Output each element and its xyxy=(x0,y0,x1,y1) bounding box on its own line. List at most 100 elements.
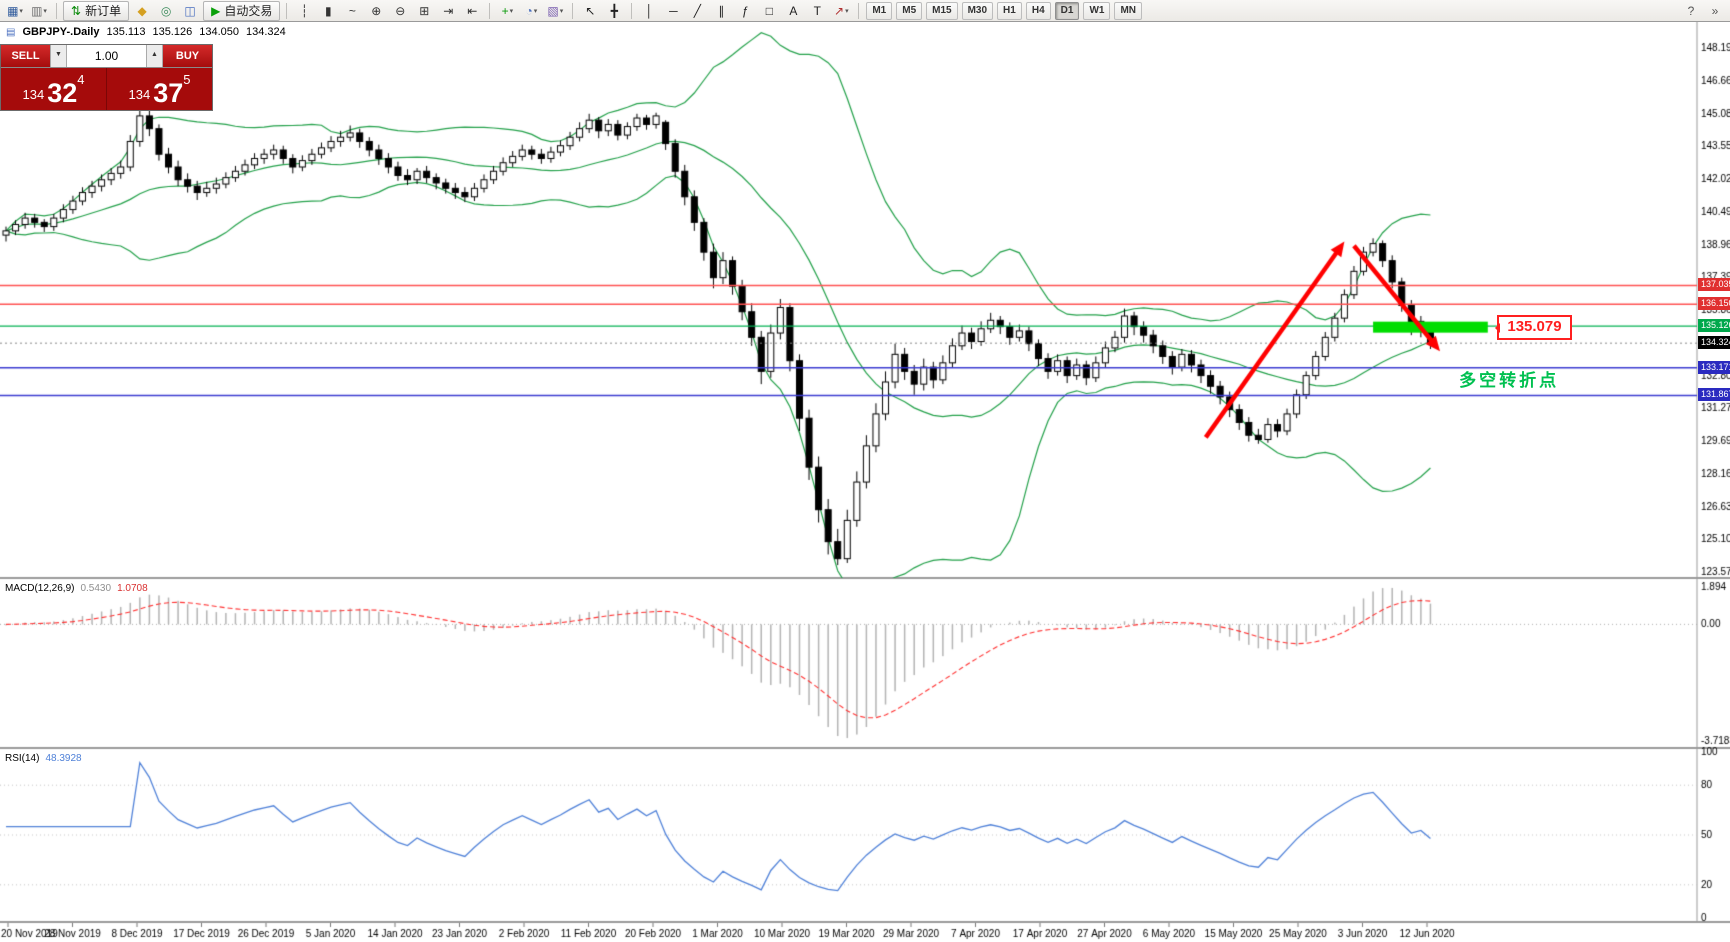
chart-shift-icon[interactable]: ⇤ xyxy=(461,1,483,21)
rsi-name: RSI(14) xyxy=(5,753,40,764)
chart-title-icon: ▤ xyxy=(6,26,16,38)
candlestick-chart-icon[interactable]: ▮ xyxy=(317,1,339,21)
quote-close: 134.324 xyxy=(245,26,286,38)
dropdown-caret-icon: ▾ xyxy=(43,7,47,15)
template-icon[interactable]: ▧ ▾ xyxy=(544,1,566,21)
quote-high: 135.126 xyxy=(152,26,193,38)
macd-name: MACD(12,26,9) xyxy=(5,583,75,594)
line-chart-icon[interactable]: ~ xyxy=(341,1,363,21)
bar-chart-icon[interactable]: ┆ xyxy=(293,1,315,21)
cursor-icon-glyph: ↖ xyxy=(585,3,596,18)
toolbar-separator xyxy=(858,2,860,19)
text-icon[interactable]: A xyxy=(782,1,804,21)
volume-decrease-button[interactable]: ▼ xyxy=(50,45,67,67)
crosshair-icon[interactable]: ╋ xyxy=(603,1,625,21)
buy-price-frac: 5 xyxy=(183,72,191,87)
zoom-out-icon[interactable]: ⊖ xyxy=(389,1,411,21)
profiles-icon-glyph: ▥ xyxy=(31,3,43,18)
sell-price-pips: 32 xyxy=(47,78,78,108)
zoom-in-icon[interactable]: ⊕ xyxy=(365,1,387,21)
autotrading-button[interactable]: ▶ 自动交易 xyxy=(203,0,281,21)
macd-main-value: 0.5430 xyxy=(80,583,112,594)
new-order-button[interactable]: ⇅ 新订单 xyxy=(63,0,130,21)
arrows-icon-glyph: ↗ xyxy=(834,3,845,18)
symbol-title: GBPJPY-.Daily xyxy=(22,26,100,38)
fibonacci-icon[interactable]: ƒ xyxy=(734,1,756,21)
scripts-icon-glyph: ◎ xyxy=(160,3,172,18)
template-icon-glyph: ▧ xyxy=(547,3,559,18)
volume-increase-button[interactable]: ▲ xyxy=(146,45,163,67)
trendline-icon[interactable]: ╱ xyxy=(686,1,708,21)
price-callout[interactable]: 135.079 xyxy=(1495,314,1572,340)
overflow-icon[interactable]: » xyxy=(1704,1,1726,21)
timeframe-m30[interactable]: M30 xyxy=(961,1,994,20)
buy-price-pips: 37 xyxy=(153,78,184,108)
chart-canvas[interactable] xyxy=(0,22,1730,942)
periods-icon[interactable]: ◔ ▾ xyxy=(520,1,542,21)
timeframe-mn[interactable]: MN xyxy=(1114,1,1142,20)
macd-signal-value: 1.0708 xyxy=(117,583,148,594)
channel-icon[interactable]: ∥ xyxy=(710,1,732,21)
price-tag: 133.171 xyxy=(1698,360,1730,374)
zoom-in-icon-glyph: ⊕ xyxy=(371,3,382,18)
dropdown-caret-icon: ▾ xyxy=(19,7,23,15)
expert-advisors-icon[interactable]: ◆ xyxy=(131,1,153,21)
dropdown-caret-icon: ▾ xyxy=(559,7,564,15)
volume-input[interactable] xyxy=(67,45,146,67)
fibonacci-icon-glyph: ƒ xyxy=(741,3,749,18)
buy-button[interactable]: BUY xyxy=(163,45,212,67)
autotrading-button-label: 自动交易 xyxy=(224,4,273,18)
chart-title: ▤ GBPJPY-.Daily 135.113 135.126 134.050 … xyxy=(6,26,286,38)
overflow-icon-glyph: » xyxy=(1711,3,1719,18)
timeframe-m5[interactable]: M5 xyxy=(896,1,923,20)
label-icon[interactable]: T xyxy=(806,1,828,21)
shapes-icon-glyph: □ xyxy=(765,3,773,18)
auto-scroll-icon[interactable]: ⇥ xyxy=(437,1,459,21)
tile-windows-icon[interactable]: ⊞ xyxy=(413,1,435,21)
timeframe-d1[interactable]: D1 xyxy=(1054,1,1080,20)
timeframe-m1[interactable]: M1 xyxy=(866,1,893,20)
terminal-icon[interactable]: ◫ xyxy=(179,1,201,21)
rsi-value: 48.3928 xyxy=(45,753,82,764)
bar-chart-icon-glyph: ┆ xyxy=(300,3,308,18)
timeframe-h4[interactable]: H4 xyxy=(1025,1,1051,20)
new-order-button-label: 新订单 xyxy=(85,4,122,18)
new-order-glyph: ⇅ xyxy=(71,3,82,18)
price-tag: 135.126 xyxy=(1698,319,1730,333)
sell-price-big: 134 xyxy=(22,87,45,102)
dropdown-caret-icon: ▾ xyxy=(509,7,514,15)
horizontal-line-icon[interactable]: ─ xyxy=(662,1,684,21)
one-click-trading-panel: SELL ▼ ▲ BUY 134 32 4 134 37 5 xyxy=(0,44,213,111)
turning-point-note[interactable]: 多空转折点 xyxy=(1459,370,1560,390)
candlestick-chart-icon-glyph: ▮ xyxy=(325,3,332,18)
new-chart-icon[interactable]: ▦ ▾ xyxy=(4,1,26,21)
price-tag: 131.867 xyxy=(1698,388,1730,402)
profiles-icon[interactable]: ▥ ▾ xyxy=(28,1,50,21)
sell-price[interactable]: 134 32 4 xyxy=(1,68,106,110)
toolbar-separator xyxy=(56,2,57,19)
arrows-icon[interactable]: ↗ ▾ xyxy=(830,1,852,21)
quote-low: 134.050 xyxy=(199,26,239,38)
text-icon-glyph: A xyxy=(789,3,798,18)
tile-windows-icon-glyph: ⊞ xyxy=(419,3,430,18)
help-icon-glyph: ? xyxy=(1687,3,1695,18)
crosshair-icon-glyph: ╋ xyxy=(610,3,618,18)
help-icon[interactable]: ? xyxy=(1680,1,1702,21)
zoom-out-icon-glyph: ⊖ xyxy=(395,3,406,18)
toolbar: ▦ ▾ ▥ ▾ ⇅ 新订单 ◆ ◎ ◫ ▶ 自动交易 ┆ ▮ ~ ⊕ ⊖ ⊞ ⇥ ⇤ + ▾ ◔ ▾ ▧ ▾ ↖ ╋ │ ─ ╱ ∥ ƒ □ A T… xyxy=(0,0,1730,22)
scripts-icon[interactable]: ◎ xyxy=(155,1,177,21)
shapes-icon[interactable]: □ xyxy=(758,1,780,21)
buy-price[interactable]: 134 37 5 xyxy=(106,68,212,110)
vertical-line-icon[interactable]: │ xyxy=(638,1,660,21)
indicators-icon[interactable]: + ▾ xyxy=(496,1,518,21)
cursor-icon[interactable]: ↖ xyxy=(579,1,601,21)
label-icon-glyph: T xyxy=(813,3,821,18)
terminal-icon-glyph: ◫ xyxy=(184,3,196,18)
trade-panel-prices: 134 32 4 134 37 5 xyxy=(1,68,212,110)
timeframe-m15[interactable]: M15 xyxy=(926,1,958,20)
timeframe-w1[interactable]: W1 xyxy=(1083,1,1111,20)
toolbar-separator xyxy=(489,2,491,19)
timeframe-h1[interactable]: H1 xyxy=(997,1,1022,20)
sell-button[interactable]: SELL xyxy=(1,45,50,67)
periods-icon-glyph: ◔ xyxy=(525,3,533,18)
